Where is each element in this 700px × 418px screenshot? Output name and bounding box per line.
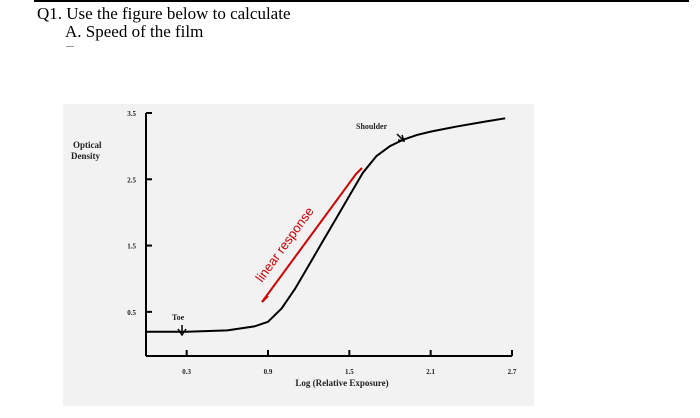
x-ticks: 0.3 0.9 1.5 2.1 2.7 <box>182 350 517 376</box>
y-tick-label: 2.5 <box>127 176 136 184</box>
toe-label: Toe <box>172 313 185 322</box>
x-tick-label: 0.3 <box>182 368 191 376</box>
y-axis-label-line2: Density <box>71 151 100 161</box>
y-ticks: 3.5 2.5 1.5 0.5 <box>127 110 152 317</box>
shoulder-arrow <box>396 133 406 142</box>
toe-arrow <box>177 325 187 337</box>
density-curve <box>146 117 506 333</box>
x-tick-label: 2.7 <box>508 368 517 376</box>
x-tick-label: 2.1 <box>426 368 435 376</box>
x-tick-label: 0.9 <box>264 368 273 376</box>
y-tick-label: 3.5 <box>127 110 136 118</box>
y-axis-label-line1: Optical <box>73 140 102 150</box>
part-a-mark <box>66 46 74 47</box>
question-title: Q1. Use the figure below to calculate <box>37 4 291 23</box>
top-rule <box>34 0 689 2</box>
question-part-a: A. Speed of the film <box>65 22 204 41</box>
x-tick-label: 1.5 <box>345 368 354 376</box>
y-tick-label: 0.5 <box>127 309 136 317</box>
linear-response-bracket <box>261 167 363 303</box>
x-axis-label: Log (Relative Exposure) <box>295 378 388 388</box>
y-tick-label: 1.5 <box>127 243 136 251</box>
chart-axes <box>145 113 512 357</box>
shoulder-label: Shoulder <box>356 122 388 131</box>
